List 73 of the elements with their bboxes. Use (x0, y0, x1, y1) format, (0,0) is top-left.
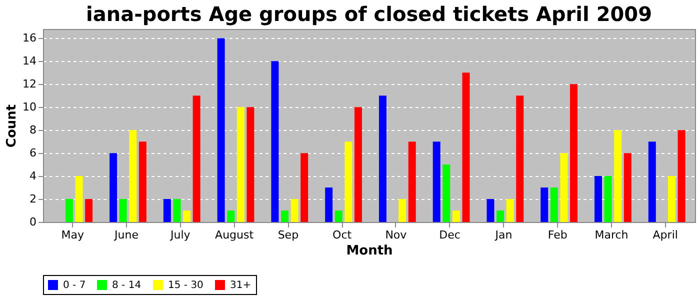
bar (325, 188, 333, 222)
y-tick-label: 10 (22, 100, 36, 114)
bar (246, 107, 254, 222)
bar (648, 142, 656, 222)
bar (173, 199, 181, 222)
bar (570, 84, 578, 222)
x-tick-label: Dec (439, 228, 460, 242)
bar (129, 130, 137, 222)
bar (236, 107, 244, 222)
y-tick-label: 2 (30, 192, 36, 206)
bar (398, 199, 406, 222)
legend-label: 31+ (230, 280, 252, 291)
bar (560, 153, 568, 222)
bar (442, 164, 450, 222)
bar (183, 210, 191, 222)
bar (378, 96, 386, 222)
y-tick-label: 6 (30, 146, 36, 160)
y-tick-label: 14 (22, 54, 36, 68)
bar (138, 142, 146, 222)
bar (344, 142, 352, 222)
bar (65, 199, 73, 222)
x-tick-label: August (215, 228, 254, 242)
y-tick-label: 0 (30, 216, 36, 228)
bar (271, 61, 279, 222)
x-axis-title: Month (346, 244, 393, 258)
x-tick-label: July (170, 228, 191, 242)
bar (516, 96, 524, 222)
x-tick-label: March (594, 228, 628, 242)
bar (462, 72, 470, 222)
bar (624, 153, 632, 222)
bar (85, 199, 93, 222)
bar (540, 188, 548, 222)
x-tick-label: Feb (548, 228, 568, 242)
bar (408, 142, 416, 222)
bar (614, 130, 622, 222)
bar (604, 176, 612, 222)
x-tick-label: Jan (494, 228, 512, 242)
y-tick-label: 12 (22, 78, 36, 91)
bar (290, 199, 298, 222)
bar (110, 153, 118, 222)
bar (192, 96, 200, 222)
y-axis-title: Count (4, 104, 20, 148)
bar (300, 153, 308, 222)
bar (594, 176, 602, 222)
x-tick-label: June (114, 228, 139, 242)
bar (432, 142, 440, 222)
bar (227, 210, 235, 222)
chart-title: iana-ports Age groups of closed tickets April 2009 (86, 2, 652, 26)
x-tick-label: Nov (385, 228, 408, 242)
bar (354, 107, 362, 222)
legend-label: 15 - 30 (168, 280, 204, 291)
bar (163, 199, 171, 222)
bar (486, 199, 494, 222)
bar (496, 210, 504, 222)
x-tick-label: April (652, 228, 678, 242)
x-tick-label: Sep (278, 228, 299, 242)
y-tick-label: 16 (22, 32, 36, 45)
bar (668, 176, 676, 222)
bar (217, 38, 225, 222)
y-tick-label: 8 (30, 124, 36, 137)
x-tick-label: Oct (332, 228, 352, 242)
y-tick-label: 4 (30, 170, 36, 183)
bar (678, 130, 686, 222)
bar (75, 176, 83, 222)
x-tick-label: May (61, 228, 84, 242)
bar (280, 210, 288, 222)
bar (334, 210, 342, 222)
legend-label: 8 - 14 (112, 280, 142, 291)
bar (506, 199, 514, 222)
bar (452, 210, 460, 222)
bar (550, 188, 558, 222)
legend-label: 0 - 7 (63, 280, 86, 291)
bar (119, 199, 127, 222)
